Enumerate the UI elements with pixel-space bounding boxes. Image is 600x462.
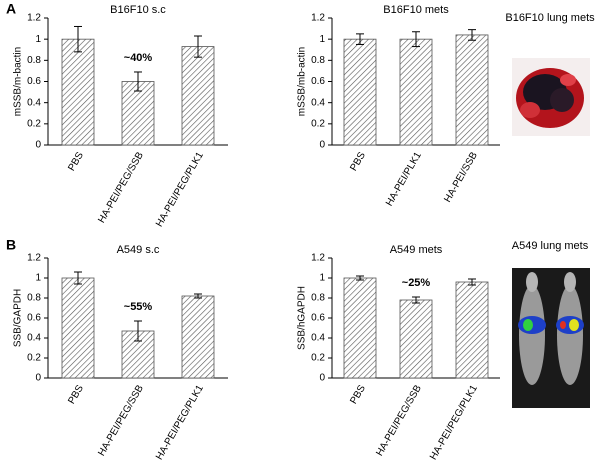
mice-photo: [512, 268, 590, 408]
y-tick-label: 0.6: [27, 76, 41, 87]
y-tick-label: 0.2: [311, 353, 325, 364]
y-tick-label: 1: [319, 273, 325, 284]
bar: [455, 34, 489, 146]
y-tick-label: 0.6: [311, 313, 325, 324]
y-tick-label: 0.8: [27, 55, 41, 66]
y-tick-label: 0.4: [27, 333, 41, 344]
y-axis-label: SSB/hGAPDH: [297, 286, 308, 350]
x-tick-label: HA-PEI/PEG/PLK1: [154, 383, 206, 462]
y-tick-label: 0.4: [311, 97, 325, 108]
panel-label: A: [6, 1, 16, 17]
y-tick-label: 1.2: [27, 13, 41, 24]
y-tick-label: 0.6: [27, 313, 41, 324]
x-tick-label: HA-PEI/PEG/SSB: [96, 383, 146, 458]
panel-label: B: [6, 237, 16, 253]
y-tick-label: 0.8: [311, 55, 325, 66]
x-tick-label: HA-PEI/PEG/PLK1: [154, 150, 206, 229]
bar: [121, 81, 155, 146]
annotation: ~25%: [402, 277, 431, 289]
y-tick-label: 0: [35, 373, 41, 384]
x-tick-label: PBS: [348, 383, 368, 406]
bar: [181, 295, 215, 379]
bar: [61, 38, 95, 146]
x-tick-label: HA-PEI/PEG/SSB: [374, 383, 424, 458]
y-tick-label: 0: [319, 373, 325, 384]
chart-title: A549 mets: [390, 244, 443, 256]
bar: [455, 281, 489, 379]
y-tick-label: 1: [319, 34, 325, 45]
x-tick-label: PBS: [66, 383, 86, 406]
y-tick-label: 0.2: [27, 353, 41, 364]
y-tick-label: 0.8: [311, 293, 325, 304]
x-tick-label: HA-PEI/PEG/SSB: [96, 150, 146, 225]
annotation: ~55%: [124, 301, 153, 313]
y-tick-label: 1.2: [311, 253, 325, 264]
y-axis-label: SSB/GAPDH: [13, 289, 24, 347]
y-tick-label: 1: [35, 34, 41, 45]
y-tick-label: 0.8: [27, 293, 41, 304]
y-axis-label: mSSB/m-bactin: [13, 47, 24, 116]
y-tick-label: 1.2: [27, 253, 41, 264]
y-tick-label: 0.4: [311, 333, 325, 344]
y-tick-label: 0: [35, 140, 41, 151]
y-tick-label: 0.2: [311, 118, 325, 129]
y-tick-label: 1.2: [311, 13, 325, 24]
chart-title: A549 s.c: [117, 244, 160, 256]
x-tick-label: HA-PEI/PLK1: [384, 150, 424, 208]
annotation: ~40%: [124, 52, 153, 64]
x-tick-label: PBS: [66, 150, 86, 173]
y-tick-label: 0: [319, 140, 325, 151]
y-tick-label: 0.6: [311, 76, 325, 87]
bar: [61, 277, 95, 379]
image-title: A549 lung mets: [512, 240, 589, 252]
lung-photo: [512, 58, 590, 136]
bar: [399, 299, 433, 379]
chart-title: B16F10 mets: [383, 4, 449, 16]
x-tick-label: HA-PEI/SSB: [442, 150, 480, 204]
bar: [399, 38, 433, 146]
y-tick-label: 0.4: [27, 97, 41, 108]
y-tick-label: 1: [35, 273, 41, 284]
x-tick-label: PBS: [348, 150, 368, 173]
bar: [343, 277, 377, 379]
y-tick-label: 0.2: [27, 118, 41, 129]
chart-title: B16F10 s.c: [110, 4, 166, 16]
bar: [181, 46, 215, 146]
y-axis-label: mSSB/mb-actin: [297, 47, 308, 116]
image-title: B16F10 lung mets: [505, 12, 595, 24]
bar: [343, 38, 377, 146]
x-tick-label: HA-PEI/PEG/PLK1: [428, 383, 480, 462]
